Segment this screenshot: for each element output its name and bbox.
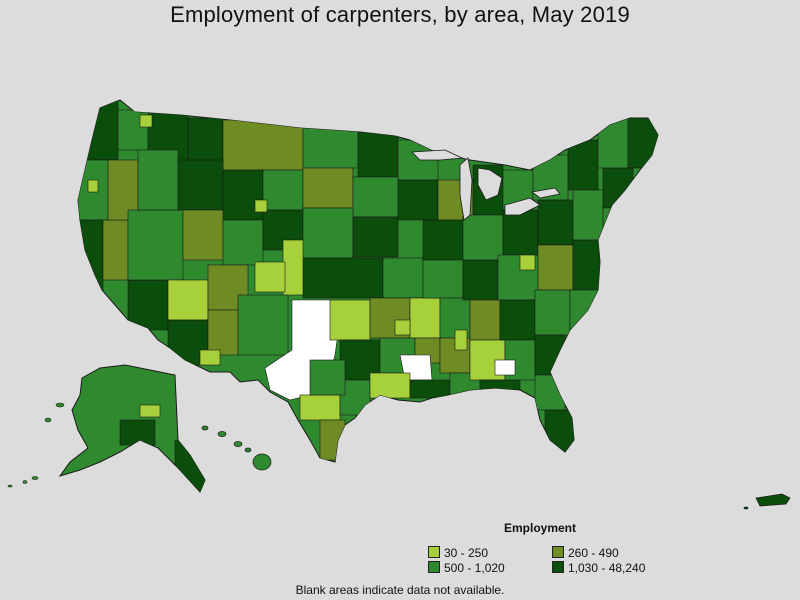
legend: Employment 30 - 250 260 - 490 500 - 1,02… bbox=[428, 520, 688, 580]
legend-title: Employment bbox=[504, 521, 577, 535]
hawaii bbox=[201, 425, 272, 471]
legend-item-30-250: 30 - 250 bbox=[428, 546, 488, 560]
alaska bbox=[7, 364, 206, 493]
legend-label: 260 - 490 bbox=[568, 546, 619, 560]
legend-item-500-1020: 500 - 1,020 bbox=[428, 561, 505, 575]
legend-label: 500 - 1,020 bbox=[444, 561, 505, 575]
legend-item-1030-48240: 1,030 - 48,240 bbox=[552, 561, 645, 575]
legend-swatch bbox=[428, 561, 440, 573]
legend-swatch bbox=[552, 561, 564, 573]
map-title: Employment of carpenters, by area, May 2… bbox=[170, 2, 630, 27]
legend-swatch bbox=[552, 546, 564, 558]
great-lakes bbox=[411, 149, 561, 221]
contiguous-us bbox=[77, 99, 659, 463]
legend-item-260-490: 260 - 490 bbox=[552, 546, 619, 560]
footnote: Blank areas indicate data not available. bbox=[295, 583, 505, 597]
legend-swatch bbox=[428, 546, 440, 558]
legend-label: 30 - 250 bbox=[444, 546, 489, 560]
puerto-rico bbox=[743, 493, 791, 510]
legend-label: 1,030 - 48,240 bbox=[568, 561, 646, 575]
